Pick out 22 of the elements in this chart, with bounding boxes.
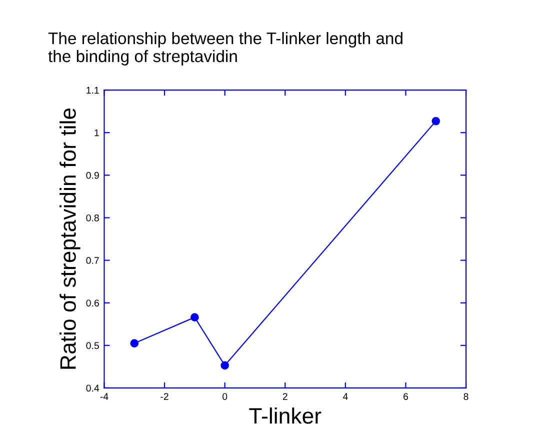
x-tick-label: -2 (160, 393, 168, 400)
x-axis-title: T-linker (249, 407, 322, 424)
point (190, 313, 199, 322)
x-tick-label: 8 (464, 393, 468, 400)
chart-title: The relationship between the T-linker length and the binding of streptavidin (48, 32, 402, 66)
y-axis-title: Ratio of streptavidin for tile (60, 108, 80, 369)
x-tick-label: 6 (404, 393, 408, 400)
point (220, 361, 229, 370)
x-tick-label: 4 (342, 393, 348, 400)
y-tick-label: 0.6 (86, 300, 99, 306)
x-tick-label: -4 (100, 393, 108, 400)
y-tick-label: 1.1 (86, 86, 99, 94)
y-tick-label: 0.4 (86, 384, 100, 392)
y-tick-label: 0.7 (86, 257, 99, 264)
x-tick-label: 0 (222, 393, 228, 400)
y-tick-label: 0.5 (86, 342, 99, 350)
point (432, 116, 440, 126)
point (130, 339, 139, 348)
y-tick-label: 1 (94, 129, 99, 136)
x-tick-label: 2 (282, 393, 288, 400)
y-tick-label: 0.8 (86, 214, 99, 222)
y-tick-label: 0.9 (86, 172, 99, 179)
